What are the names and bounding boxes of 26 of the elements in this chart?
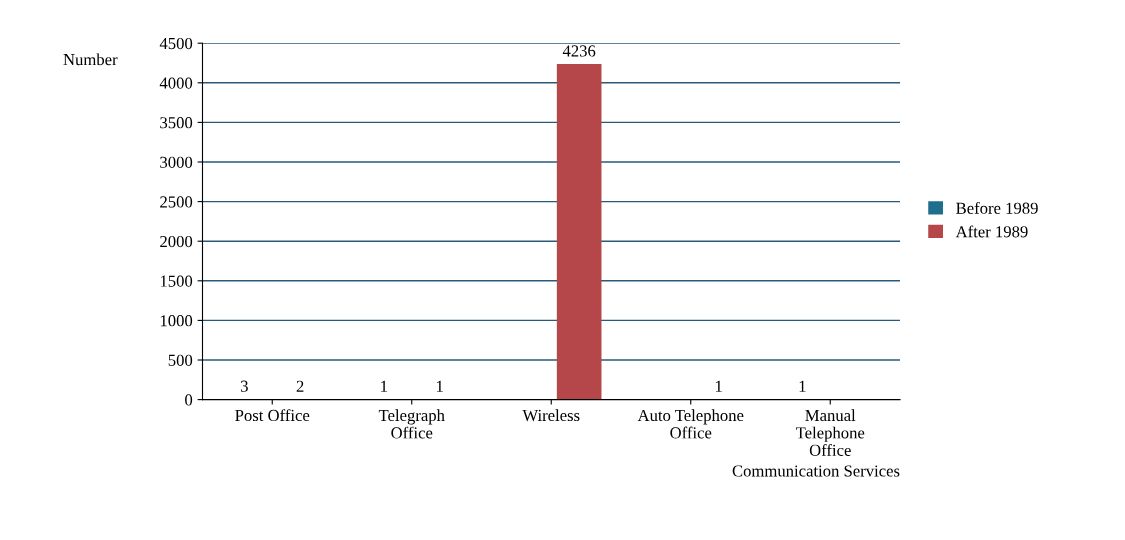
x-axis-title: Communication Services [732, 465, 900, 477]
x-tick-label: Wireless [522, 409, 580, 422]
data-label: 3 [240, 380, 248, 392]
data-label: 1 [381, 380, 388, 392]
y-tick-label: 500 [168, 354, 193, 366]
data-label: 2 [296, 380, 304, 392]
legend-label: Before 1989 [956, 201, 1038, 214]
data-label: 1 [436, 380, 443, 392]
y-tick-label: 3500 [160, 117, 193, 129]
x-tick-label: Auto Telephone Office [637, 409, 744, 439]
data-label: 1 [715, 380, 722, 392]
y-axis-title: Number [63, 53, 118, 66]
x-tick-label: Post Office [235, 409, 310, 422]
y-tick-label: 1000 [160, 315, 193, 327]
x-tick-label: Manual Telephone Office [795, 409, 865, 456]
data-label: 1 [799, 380, 806, 392]
y-tick-label: 3000 [160, 156, 193, 168]
data-label: 4236 [562, 45, 596, 57]
y-tick-label: 2000 [160, 235, 193, 248]
legend-label: After 1989 [955, 225, 1028, 238]
y-tick-label: 1500 [160, 275, 193, 287]
x-tick-label: Telegraph Office [378, 409, 445, 439]
y-tick-label: 0 [185, 394, 193, 406]
y-tick-label: 4500 [159, 37, 193, 50]
y-tick-label: 4000 [159, 77, 193, 89]
y-tick-label: 2500 [160, 196, 193, 208]
